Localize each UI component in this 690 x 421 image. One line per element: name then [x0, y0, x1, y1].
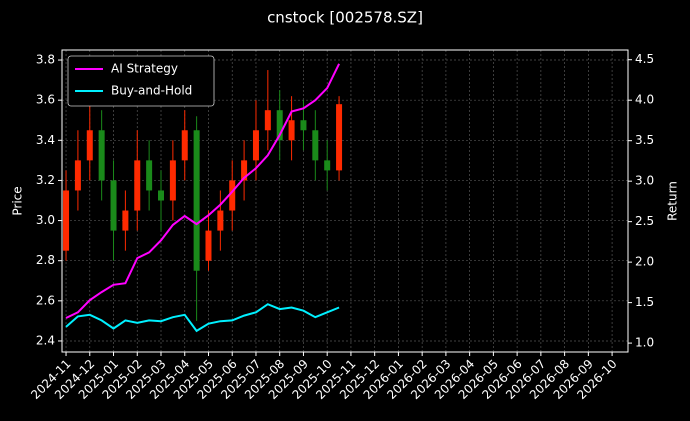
chart-title: cnstock [002578.SZ] [267, 9, 423, 27]
candle-body [205, 230, 212, 261]
y-tick-label: 2.6 [36, 293, 55, 307]
candle-body [229, 180, 236, 211]
line-series [65, 63, 340, 319]
candle-body [74, 160, 81, 191]
candle-body [146, 160, 153, 191]
y-tick-label: 3.8 [36, 53, 55, 67]
plot-frame [61, 49, 629, 353]
candle-body [158, 190, 165, 201]
candle-body [86, 130, 93, 161]
legend-label: AI Strategy [111, 62, 178, 76]
candle-body [252, 130, 259, 161]
candle-body [110, 180, 117, 231]
y2-axis-label: Return [666, 181, 680, 221]
candle-body [324, 160, 331, 171]
y2-tick-label: 3.5 [635, 133, 654, 147]
candle-body [122, 210, 129, 231]
candle-body [336, 104, 343, 171]
candle-body [181, 130, 188, 161]
candle-body [169, 160, 176, 201]
legend-box [67, 55, 215, 107]
candle-body [241, 160, 248, 181]
candle-body [63, 190, 70, 251]
y2-tick-label: 2.0 [635, 255, 654, 269]
candle-body [276, 110, 283, 141]
y2-tick-label: 3.0 [635, 174, 654, 188]
legend-label: Buy-and-Hold [111, 84, 192, 98]
y-tick-label: 2.8 [36, 253, 55, 267]
y2-tick-label: 4.5 [635, 52, 654, 66]
candle-body [312, 130, 319, 161]
candle-body [300, 120, 307, 131]
candle-body [288, 120, 295, 141]
y-tick-label: 3.6 [36, 93, 55, 107]
candle-body [134, 160, 141, 211]
y-tick-label: 3.4 [36, 133, 55, 147]
candle-body [193, 130, 200, 271]
y2-tick-label: 1.0 [635, 336, 654, 350]
y-tick-label: 3.0 [36, 213, 55, 227]
candle-body [217, 210, 224, 231]
y-axis-label: Price [11, 186, 25, 215]
candle-body [98, 130, 105, 181]
y-tick-label: 2.4 [36, 333, 55, 347]
legend: AI Strategy Buy-and-Hold [67, 55, 215, 107]
y2-tick-label: 4.0 [635, 93, 654, 107]
candle-body [264, 110, 271, 131]
line-series [65, 303, 340, 333]
y2-tick-label: 1.5 [635, 295, 654, 309]
y2-tick-label: 2.5 [635, 214, 654, 228]
y-tick-label: 3.2 [36, 173, 55, 187]
